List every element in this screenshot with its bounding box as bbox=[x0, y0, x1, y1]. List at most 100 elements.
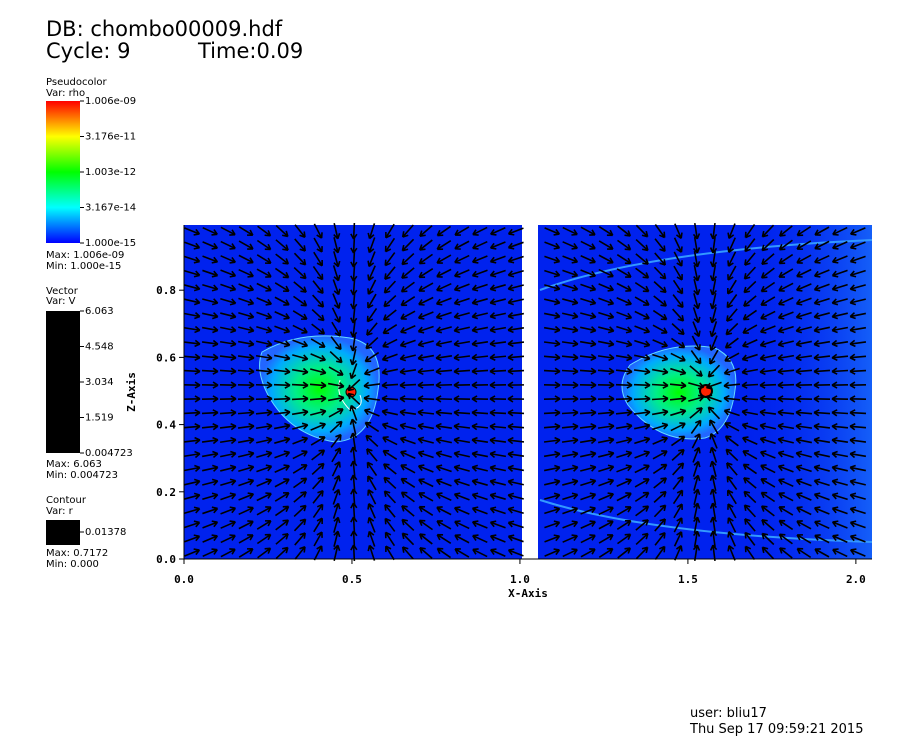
vector-arrow bbox=[384, 531, 396, 547]
vector-arrow bbox=[778, 253, 794, 265]
vector-arrow bbox=[417, 367, 435, 376]
vector-arrow bbox=[814, 520, 830, 530]
vector-arrow bbox=[652, 353, 669, 362]
vector-arrow bbox=[795, 367, 813, 375]
vector-arrow bbox=[400, 296, 416, 307]
vector-arrow bbox=[385, 545, 395, 561]
vector-arrow bbox=[831, 255, 848, 264]
vector-arrow bbox=[350, 460, 358, 478]
vector-arrow bbox=[183, 339, 201, 348]
vector-arrow bbox=[795, 450, 812, 458]
vector-arrow bbox=[418, 492, 434, 502]
vector-arrow bbox=[363, 367, 380, 376]
vector-arrow bbox=[347, 378, 361, 392]
vector-arrow bbox=[561, 436, 579, 445]
vector-arrow bbox=[274, 354, 291, 362]
vector-arrow bbox=[471, 478, 488, 486]
vector-arrow bbox=[616, 464, 633, 473]
vector-arrow bbox=[382, 449, 398, 461]
vector-arrow bbox=[759, 395, 777, 403]
vector-arrow bbox=[760, 267, 775, 279]
vector-arrow bbox=[709, 419, 719, 435]
vector-arrow bbox=[274, 492, 290, 502]
vector-arrow bbox=[562, 534, 578, 543]
vector-arrow bbox=[453, 395, 471, 403]
vector-arrow bbox=[332, 474, 341, 491]
vector-arrow bbox=[598, 326, 615, 334]
legend-min: Min: 0.004723 bbox=[46, 470, 118, 481]
vector-arrow bbox=[777, 325, 794, 334]
vector-arrow bbox=[274, 505, 290, 517]
vector-arrow bbox=[598, 547, 614, 559]
vector-arrow bbox=[382, 463, 397, 475]
vector-arrow bbox=[201, 353, 219, 362]
vector-arrow bbox=[598, 254, 614, 264]
vector-arrow bbox=[580, 240, 596, 250]
vector-arrow bbox=[724, 352, 740, 362]
vector-arrow bbox=[238, 464, 255, 473]
vector-arrow bbox=[693, 250, 701, 268]
vector-arrow bbox=[256, 297, 273, 306]
vector-arrow bbox=[562, 255, 579, 264]
vector-arrow bbox=[693, 279, 701, 296]
vector-arrow bbox=[184, 520, 201, 529]
vector-arrow bbox=[418, 478, 434, 488]
vector-arrow bbox=[381, 381, 399, 389]
vector-arrow bbox=[399, 354, 416, 362]
vector-arrow bbox=[673, 531, 683, 547]
vector-arrow bbox=[507, 353, 525, 361]
vector-arrow bbox=[399, 367, 417, 376]
vector-arrow bbox=[543, 367, 561, 375]
vector-arrow bbox=[635, 224, 649, 238]
vector-arrow bbox=[435, 409, 453, 417]
vector-arrow bbox=[796, 225, 812, 237]
vector-arrow bbox=[544, 298, 561, 306]
vector-arrow bbox=[709, 516, 718, 534]
vector-arrow bbox=[257, 547, 272, 559]
vector-arrow bbox=[616, 450, 633, 459]
vector-arrow bbox=[401, 532, 415, 546]
plot-area bbox=[183, 222, 873, 562]
vector-arrow bbox=[705, 394, 722, 403]
vector-arrow bbox=[507, 409, 525, 417]
vector-arrow bbox=[778, 296, 794, 306]
vector-arrow bbox=[275, 224, 289, 238]
vector-arrow bbox=[709, 432, 718, 449]
vector-arrow bbox=[615, 395, 633, 403]
vector-arrow bbox=[778, 478, 794, 488]
vector-arrow bbox=[598, 464, 615, 473]
vector-arrow bbox=[183, 325, 201, 334]
vector-arrow bbox=[688, 382, 705, 390]
vector-arrow bbox=[562, 464, 579, 472]
vector-arrow bbox=[333, 516, 341, 533]
vector-arrow bbox=[654, 518, 667, 532]
vector-arrow bbox=[598, 311, 615, 320]
vector-arrow bbox=[579, 353, 597, 362]
vector-arrow bbox=[579, 339, 597, 348]
vector-arrow bbox=[292, 422, 309, 430]
vector-arrow bbox=[831, 492, 848, 501]
vector-arrow bbox=[293, 295, 308, 307]
vector-arrow bbox=[219, 409, 237, 417]
vector-arrow bbox=[436, 225, 452, 237]
vector-arrow bbox=[653, 504, 667, 518]
vector-arrow bbox=[580, 492, 597, 501]
vector-arrow bbox=[579, 381, 597, 389]
vector-arrow bbox=[183, 436, 201, 445]
vector-arrow bbox=[311, 449, 326, 461]
vector-arrow bbox=[454, 520, 470, 530]
vector-arrow bbox=[220, 506, 237, 515]
vector-arrow bbox=[312, 280, 324, 295]
vector-arrow bbox=[350, 474, 358, 492]
vector-arrow bbox=[760, 464, 776, 474]
vector-arrow bbox=[256, 492, 272, 502]
vector-arrow bbox=[471, 492, 488, 501]
vector-arrow bbox=[436, 268, 452, 278]
vector-arrow bbox=[777, 367, 795, 376]
vector-arrow bbox=[507, 534, 524, 543]
vector-arrow bbox=[331, 447, 341, 463]
vector-arrow bbox=[507, 325, 525, 334]
vector-arrow bbox=[689, 365, 703, 377]
vector-arrow bbox=[777, 353, 795, 362]
vector-arrow bbox=[201, 422, 219, 431]
